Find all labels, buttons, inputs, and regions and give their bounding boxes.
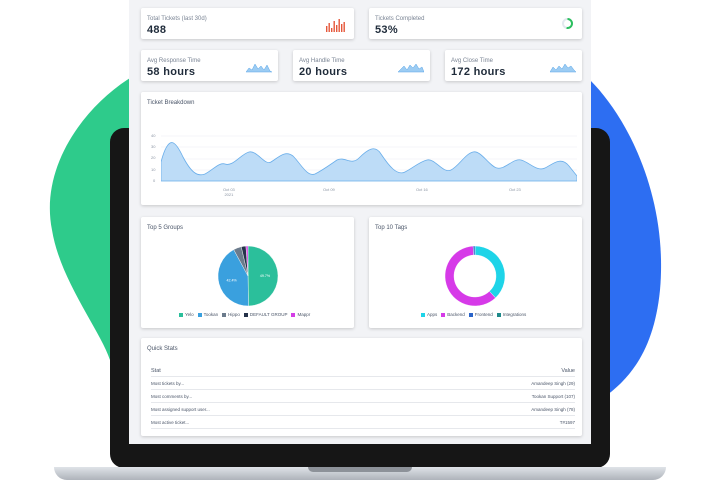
ticket-breakdown-card: Ticket Breakdown 40 30 20 10 0 Oct 03 20… xyxy=(141,92,582,205)
legend-item[interactable]: DEFAULT GROUP xyxy=(243,312,287,317)
col-stat-header: Stat xyxy=(151,368,161,374)
legend-item[interactable]: Hippo xyxy=(222,312,240,317)
x-tick: Oct 09 xyxy=(323,187,335,192)
quick-stats-card: Quick Stats Stat Value Most tickets by..… xyxy=(141,338,582,436)
pie-slice-frontend[interactable] xyxy=(472,245,476,256)
pie-slice-mappr[interactable] xyxy=(245,245,249,277)
avg-close-value: 172 hours xyxy=(451,66,506,78)
legend-item[interactable]: Yelo xyxy=(179,312,194,317)
area-sparkline-icon xyxy=(398,63,424,73)
groups-legend: Yelo Tookan Hippo DEFAULT GROUP Mappr xyxy=(179,312,310,317)
y-tick: 20 xyxy=(151,155,156,160)
avg-response-label: Avg Response Time xyxy=(147,58,201,64)
table-row[interactable]: Most tickets by... Amandeep Singh (29) xyxy=(151,377,575,390)
pie-slice-apps[interactable] xyxy=(474,245,506,299)
pie-slice-tookan[interactable] xyxy=(217,249,249,307)
avg-handle-label: Avg Handle Time xyxy=(299,58,345,64)
y-tick: 10 xyxy=(151,167,156,172)
ticket-breakdown-title: Ticket Breakdown xyxy=(147,100,195,106)
legend-item[interactable]: Frontend xyxy=(468,312,493,317)
avg-handle-card[interactable]: Avg Handle Time 20 hours xyxy=(293,50,430,81)
table-header: Stat Value xyxy=(151,364,575,377)
y-tick: 0 xyxy=(153,178,156,183)
col-value-header: Value xyxy=(561,368,575,374)
groups-pie-chart: 49.7% 42.4% xyxy=(217,245,279,307)
top-groups-card: Top 5 Groups 49.7% 42.4% Yelo Tookan Hipp… xyxy=(141,217,354,328)
total-tickets-value: 488 xyxy=(147,24,167,36)
avg-response-card[interactable]: Avg Response Time 58 hours xyxy=(141,50,278,81)
legend-item[interactable]: Integrations xyxy=(496,312,526,317)
pie-slice-yelo[interactable] xyxy=(247,245,279,307)
top-tags-title: Top 10 Tags xyxy=(375,225,408,231)
y-tick: 30 xyxy=(151,144,156,149)
top-tags-card: Top 10 Tags Apps Backend Frontend Integr… xyxy=(369,217,582,328)
legend-item[interactable]: Apps xyxy=(421,312,437,317)
avg-close-label: Avg Close Time xyxy=(451,58,493,64)
legend-item[interactable]: Mappr xyxy=(291,312,310,317)
total-tickets-label: Total Tickets (last 30d) xyxy=(147,16,207,22)
progress-ring-icon xyxy=(562,18,573,29)
x-tick: Oct 03 2021 xyxy=(223,187,235,197)
laptop-notch xyxy=(308,467,412,472)
pie-slice-label: 49.7% xyxy=(260,274,271,278)
avg-handle-value: 20 hours xyxy=(299,66,348,78)
tags-donut-chart xyxy=(444,245,506,307)
x-tick: Oct 23 xyxy=(509,187,521,192)
tickets-completed-card[interactable]: Tickets Completed 53% xyxy=(369,8,582,39)
ticket-area-chart xyxy=(161,135,577,182)
total-tickets-card[interactable]: Total Tickets (last 30d) 488 xyxy=(141,8,354,39)
quick-stats-title: Quick Stats xyxy=(147,346,178,352)
y-tick: 40 xyxy=(151,133,156,138)
table-row[interactable]: Most assigned support user... Amandeep S… xyxy=(151,403,575,416)
bar-sparkline-icon xyxy=(326,19,345,32)
table-row[interactable]: Most comments by... Tookan Support (107) xyxy=(151,390,575,403)
legend-item[interactable]: Tookan xyxy=(197,312,218,317)
top-groups-title: Top 5 Groups xyxy=(147,225,184,231)
tickets-completed-value: 53% xyxy=(375,24,398,36)
avg-close-card[interactable]: Avg Close Time 172 hours xyxy=(445,50,582,81)
laptop-base xyxy=(54,467,666,480)
legend-item[interactable]: Backend xyxy=(441,312,465,317)
area-sparkline-icon xyxy=(246,63,272,73)
avg-response-value: 58 hours xyxy=(147,66,196,78)
area-sparkline-icon xyxy=(550,63,576,73)
x-tick: Oct 16 xyxy=(416,187,428,192)
dashboard-screen: Total Tickets (last 30d) 488 Tickets Com… xyxy=(129,0,591,444)
pie-slice-label: 42.4% xyxy=(226,278,237,282)
tickets-completed-label: Tickets Completed xyxy=(375,16,425,22)
tags-legend: Apps Backend Frontend Integrations xyxy=(421,312,526,317)
table-row[interactable]: Most active ticket... T#1597 xyxy=(151,416,575,429)
